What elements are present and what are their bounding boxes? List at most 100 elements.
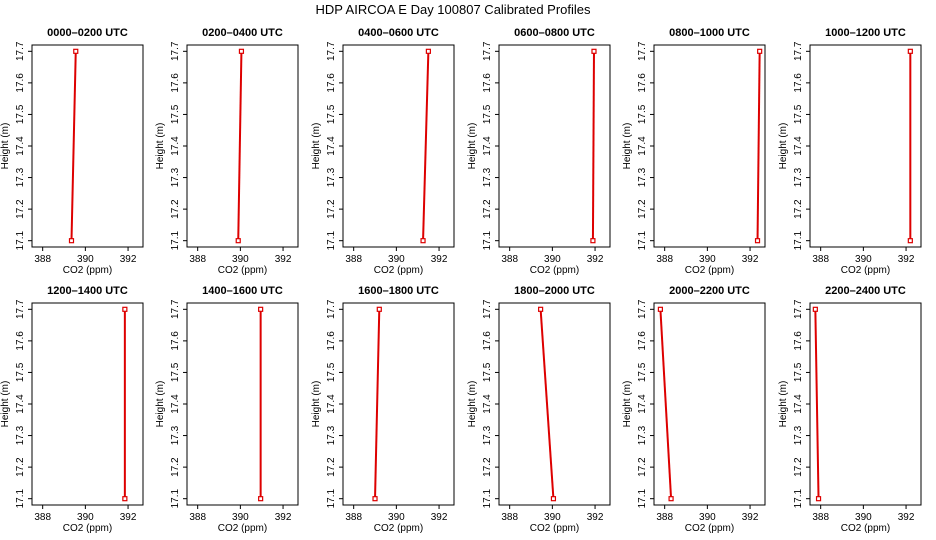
plot-frame <box>186 44 299 248</box>
y-tick-label: 17.1 <box>170 489 181 509</box>
y-tick-label: 17.5 <box>637 362 648 382</box>
plot-frame <box>186 302 299 506</box>
x-tick-label: 392 <box>898 254 915 265</box>
y-axis-label: Height (m) <box>0 381 11 428</box>
x-tick-label: 388 <box>34 254 51 265</box>
x-tick-label: 392 <box>587 254 604 265</box>
profile-line <box>539 309 555 499</box>
x-tick-label: 388 <box>656 254 673 265</box>
profile-point <box>907 238 913 244</box>
profile-point <box>754 238 761 244</box>
y-axis-label: Height (m) <box>467 123 478 170</box>
plot-frame <box>31 302 144 506</box>
figure-title: HDP AIRCOA E Day 100807 Calibrated Profi… <box>315 2 591 17</box>
y-axis-label: Height (m) <box>622 123 633 170</box>
y-tick-label: 17.4 <box>170 136 181 156</box>
y-tick-label: 17.3 <box>793 167 804 187</box>
y-tick-label: 17.3 <box>170 167 181 187</box>
plot-frame <box>498 302 611 506</box>
panel-4: 0800–1000 UTC 388 390 392 17.1 17.2 17.3 17.4 17… <box>622 27 766 276</box>
panel-1: 0200–0400 UTC 388 390 392 17.1 17.2 17.3 17.4 17… <box>155 27 299 276</box>
y-axis-label: Height (m) <box>622 381 633 428</box>
y-tick-label: 17.1 <box>15 489 26 509</box>
y-tick-label: 17.7 <box>482 41 493 61</box>
x-tick-label: 388 <box>189 254 206 265</box>
y-tick-label: 17.3 <box>326 425 337 445</box>
panel-title: 1200–1400 UTC <box>47 285 128 297</box>
x-axis-label: CO2 (ppm) <box>218 265 267 276</box>
x-tick-label: 388 <box>501 254 518 265</box>
y-tick-label: 17.2 <box>15 199 26 219</box>
panel-title: 1400–1600 UTC <box>202 285 283 297</box>
x-axis-label: CO2 (ppm) <box>530 523 579 534</box>
profile-line <box>70 51 77 241</box>
x-axis-label: CO2 (ppm) <box>841 523 890 534</box>
y-tick-label: 17.5 <box>15 362 26 382</box>
profile-point <box>815 496 822 502</box>
panel-8: 1600–1800 UTC 388 390 392 17.1 17.2 17.3 17.4 17… <box>311 285 455 534</box>
panel-3: 0600–0800 UTC 388 390 392 17.1 17.2 17.3 17.4 17… <box>467 27 611 276</box>
panel-title: 1800–2000 UTC <box>514 285 595 297</box>
y-axis-label: Height (m) <box>0 123 11 170</box>
profile-line <box>756 51 761 241</box>
x-tick-label: 388 <box>189 512 206 523</box>
y-tick-label: 17.7 <box>170 299 181 319</box>
y-tick-label: 17.6 <box>15 73 26 93</box>
y-tick-label: 17.5 <box>482 362 493 382</box>
y-tick-label: 17.6 <box>482 331 493 351</box>
panel-11: 2200–2400 UTC 388 390 392 17.1 17.2 17.3 17.4 17… <box>778 285 922 534</box>
x-tick-label: 392 <box>431 512 448 523</box>
profile-point <box>550 496 557 502</box>
panel-0: 0000–0200 UTC 388 390 392 17.1 17.2 17.3 17.4 17… <box>0 27 144 276</box>
y-tick-label: 17.3 <box>637 167 648 187</box>
y-tick-label: 17.7 <box>793 299 804 319</box>
plot-frame <box>653 44 766 248</box>
y-tick-label: 17.4 <box>637 394 648 414</box>
y-tick-label: 17.7 <box>637 41 648 61</box>
x-axis-label: CO2 (ppm) <box>530 265 579 276</box>
x-tick-label: 392 <box>275 254 292 265</box>
x-axis-label: CO2 (ppm) <box>685 265 734 276</box>
y-tick-label: 17.3 <box>793 425 804 445</box>
x-tick-label: 390 <box>77 254 94 265</box>
y-tick-label: 17.4 <box>326 394 337 414</box>
profile-point <box>590 238 596 244</box>
profile-point <box>258 306 264 312</box>
y-tick-label: 17.7 <box>170 41 181 61</box>
profile-point <box>657 306 664 312</box>
panel-title: 2200–2400 UTC <box>825 285 906 297</box>
y-tick-label: 17.6 <box>793 73 804 93</box>
x-tick-label: 388 <box>656 512 673 523</box>
x-tick-label: 390 <box>855 512 872 523</box>
x-tick-label: 388 <box>34 512 51 523</box>
x-tick-label: 392 <box>431 254 448 265</box>
profile-point <box>812 306 818 312</box>
panel-2: 0400–0600 UTC 388 390 392 17.1 17.2 17.3 17.4 17… <box>311 27 455 276</box>
y-tick-label: 17.4 <box>15 394 26 414</box>
panel-7: 1400–1600 UTC 388 390 392 17.1 17.2 17.3 17.4 17… <box>155 285 299 534</box>
x-tick-label: 392 <box>742 512 759 523</box>
y-tick-label: 17.4 <box>482 394 493 414</box>
y-tick-label: 17.2 <box>170 199 181 219</box>
profile-line <box>237 51 243 241</box>
y-tick-label: 17.4 <box>326 136 337 156</box>
y-tick-label: 17.5 <box>326 104 337 124</box>
y-tick-label: 17.1 <box>637 231 648 251</box>
y-tick-label: 17.4 <box>482 136 493 156</box>
y-tick-label: 17.1 <box>170 231 181 251</box>
y-tick-label: 17.2 <box>637 457 648 477</box>
plot-frame <box>809 44 922 248</box>
x-tick-label: 388 <box>812 254 829 265</box>
x-tick-label: 392 <box>742 254 759 265</box>
y-tick-label: 17.5 <box>482 104 493 124</box>
y-tick-label: 17.6 <box>170 73 181 93</box>
profile-line <box>659 309 673 499</box>
profile-point <box>122 496 128 502</box>
y-tick-label: 17.1 <box>637 489 648 509</box>
y-tick-label: 17.3 <box>482 425 493 445</box>
profile-point <box>376 306 382 312</box>
panel-title: 0800–1000 UTC <box>669 27 750 39</box>
y-axis-label: Height (m) <box>155 381 166 428</box>
y-tick-label: 17.6 <box>170 331 181 351</box>
y-tick-label: 17.3 <box>15 167 26 187</box>
